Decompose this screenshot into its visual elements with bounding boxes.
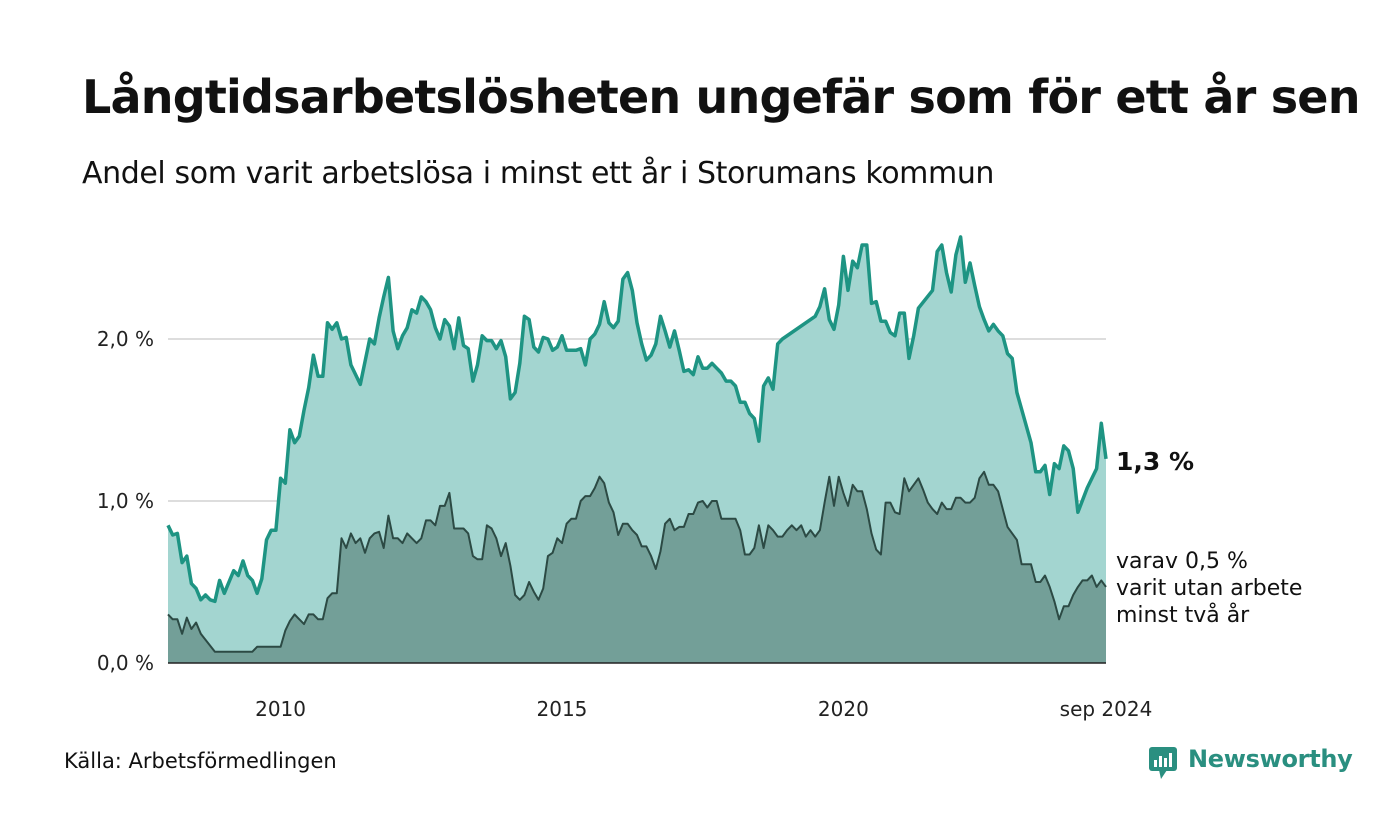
brand-name: Newsworthy	[1188, 745, 1353, 773]
chat-chart-icon	[1149, 747, 1177, 779]
x-tick-label: sep 2024	[1060, 697, 1153, 721]
newsworthy-logo: Newsworthy	[1148, 743, 1353, 783]
chart-subtitle: Andel som varit arbetslösa i minst ett å…	[82, 156, 995, 191]
series-2-area	[168, 471, 1106, 663]
y-tick-label: 0,0 %	[97, 651, 154, 675]
series-1-end-label: 1,3 %	[1116, 447, 1194, 476]
series-2-end-label-line: varit utan arbete	[1116, 576, 1302, 601]
chart-title: Långtidsarbetslösheten ungefär som för e…	[82, 70, 1360, 124]
series-2-end-label-line: minst två år	[1116, 602, 1250, 628]
series-2-line	[167, 470, 1107, 653]
y-tick-label: 2,0 %	[97, 327, 154, 351]
x-tick-label: 2015	[537, 697, 588, 721]
y-tick-label: 1,0 %	[97, 489, 154, 513]
x-tick-label: 2010	[255, 697, 306, 721]
x-tick-label: 2020	[818, 697, 869, 721]
series-2-end-label-line: varav 0,5 %	[1116, 549, 1248, 574]
source-note: Källa: Arbetsförmedlingen	[64, 749, 337, 773]
series-1-line	[166, 235, 1108, 604]
